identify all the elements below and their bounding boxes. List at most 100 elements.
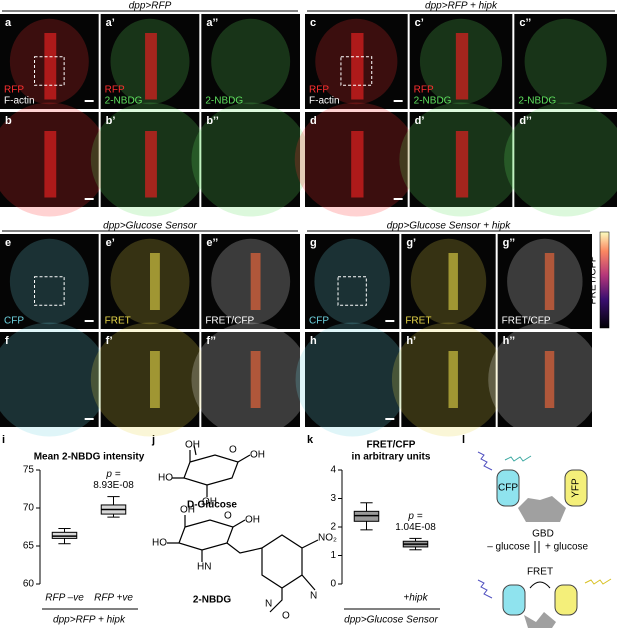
rfp-stripe bbox=[351, 131, 364, 198]
colorbar-label: FRET/CFP bbox=[588, 255, 599, 304]
panel-label: b’’ bbox=[206, 115, 218, 127]
sensor-scheme bbox=[477, 451, 612, 628]
atom: OH bbox=[250, 450, 265, 461]
box bbox=[51, 531, 78, 539]
sensor-stripe bbox=[448, 351, 458, 408]
channel-label: 2-NBDG bbox=[105, 96, 143, 107]
sensor-stripe bbox=[544, 253, 555, 310]
structure-name: D-Glucose bbox=[187, 500, 237, 511]
panel-label: g bbox=[310, 237, 317, 249]
y-tick-label: 3 bbox=[330, 493, 336, 504]
rfp-stripe bbox=[455, 33, 469, 100]
micrograph bbox=[514, 112, 617, 207]
micrograph bbox=[514, 14, 617, 109]
annotation: p = bbox=[105, 469, 120, 480]
colorbar bbox=[599, 231, 610, 329]
inset-box bbox=[34, 56, 65, 86]
micrograph bbox=[305, 332, 400, 427]
panel-label: f bbox=[5, 335, 9, 347]
panel-label: k bbox=[307, 434, 314, 446]
panel-label: e’ bbox=[106, 237, 115, 249]
channel-label: FRET bbox=[405, 316, 431, 327]
scheme-label: GBD bbox=[532, 529, 554, 540]
sensor-stripe bbox=[448, 253, 458, 310]
panel-label: j bbox=[151, 434, 155, 446]
panel-label: b bbox=[5, 115, 12, 127]
panel-label: c bbox=[310, 17, 316, 29]
atom: O bbox=[229, 445, 237, 456]
panel-label: f’ bbox=[106, 335, 113, 347]
panel-label: d’ bbox=[415, 115, 425, 127]
tissue bbox=[191, 102, 310, 217]
channel-label: RFP bbox=[4, 85, 24, 96]
channel-label: FRET/CFP bbox=[502, 316, 551, 327]
channel-label: CFP bbox=[4, 316, 24, 327]
chart-title: Mean 2-NBDG intensity bbox=[34, 452, 145, 463]
annotation: 8.93E-08 bbox=[93, 480, 134, 491]
panel-label: c’’ bbox=[519, 17, 531, 29]
scheme-label: + glucose bbox=[545, 542, 589, 553]
tissue bbox=[504, 102, 617, 217]
panel-label: g’ bbox=[406, 237, 416, 249]
channel-label: RFP bbox=[309, 85, 329, 96]
x-tick-label: +hipk bbox=[403, 593, 428, 604]
atom: OH bbox=[185, 440, 200, 451]
group-title: dpp>Glucose Sensor bbox=[103, 221, 197, 232]
y-tick-label: 2 bbox=[330, 522, 336, 533]
tissue bbox=[295, 322, 409, 437]
chart-title: FRET/CFP bbox=[367, 440, 416, 451]
panel-label: f’’ bbox=[206, 335, 216, 347]
panel-label: a’ bbox=[106, 17, 115, 29]
panel-label: b’ bbox=[106, 115, 116, 127]
rfp-stripe bbox=[44, 131, 57, 198]
panel-label: e bbox=[5, 237, 11, 249]
panel-label: h’ bbox=[406, 335, 416, 347]
panel-label: g’’ bbox=[503, 237, 515, 249]
y-tick-label: 75 bbox=[23, 465, 35, 476]
atom: HO bbox=[152, 538, 167, 549]
panel-label: a’’ bbox=[206, 17, 218, 29]
scheme-label: FRET bbox=[527, 567, 553, 578]
panel-label: c’ bbox=[415, 17, 424, 29]
panel-label: h’’ bbox=[503, 335, 515, 347]
channel-label: CFP bbox=[309, 316, 329, 327]
micrograph bbox=[0, 234, 99, 329]
panel-label: l bbox=[462, 434, 465, 446]
sensor-stripe bbox=[544, 351, 555, 408]
group-title: dpp>RFP bbox=[129, 1, 172, 12]
channel-label: 2-NBDG bbox=[518, 96, 556, 107]
sensor-stripe bbox=[250, 351, 261, 408]
sensor-stripe bbox=[150, 351, 160, 408]
tissue bbox=[9, 238, 89, 325]
sensor-stripe bbox=[150, 253, 160, 310]
tissue bbox=[211, 18, 291, 105]
panel-label: h bbox=[310, 335, 317, 347]
group-title: dpp>RFP + hipk bbox=[425, 1, 498, 12]
x-axis-label: dpp>Glucose Sensor bbox=[344, 615, 438, 626]
channel-label: 2-NBDG bbox=[414, 96, 452, 107]
structure-name: 2-NBDG bbox=[193, 595, 232, 606]
rfp-stripe bbox=[145, 33, 157, 100]
atom: NO₂ bbox=[318, 533, 337, 544]
micrograph bbox=[201, 234, 300, 329]
micrograph bbox=[201, 14, 300, 109]
atom: N bbox=[310, 591, 317, 602]
atom: OH bbox=[180, 505, 195, 516]
x-axis-label: dpp>RFP + hipk bbox=[53, 615, 126, 626]
panel-label: a bbox=[5, 17, 12, 29]
atom: OH bbox=[202, 497, 217, 508]
channel-label: F-actin bbox=[309, 96, 340, 107]
panel-label: d’’ bbox=[519, 115, 531, 127]
atom: O bbox=[224, 511, 232, 522]
y-tick-label: 60 bbox=[23, 579, 35, 590]
micrograph bbox=[201, 112, 300, 207]
inset-box bbox=[340, 56, 373, 86]
micrograph bbox=[0, 332, 99, 427]
rfp-stripe bbox=[44, 33, 57, 100]
y-tick-label: 70 bbox=[23, 503, 35, 514]
annotation: p = bbox=[407, 511, 422, 522]
panel-label: d bbox=[310, 115, 317, 127]
scheme-label: CFP bbox=[498, 483, 518, 494]
atom: HN bbox=[197, 562, 211, 573]
